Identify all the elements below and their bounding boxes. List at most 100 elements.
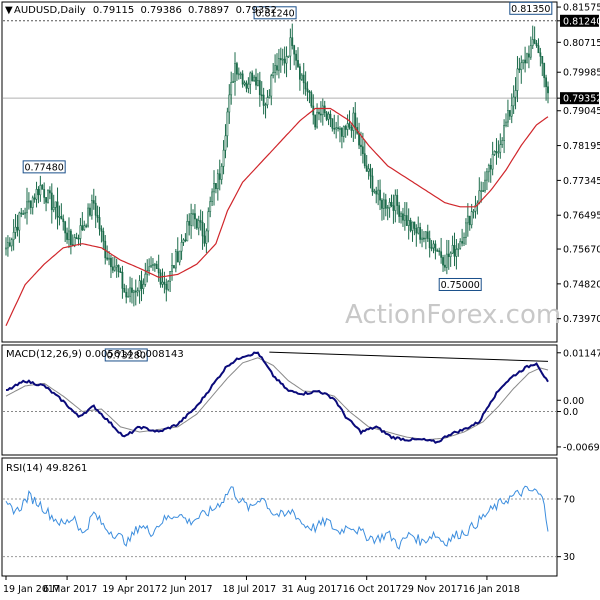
candle-body — [134, 290, 137, 293]
candle-body — [251, 72, 254, 81]
candle-body — [136, 290, 139, 293]
candle-body — [140, 280, 143, 289]
candle-body — [335, 127, 338, 130]
candle-body — [213, 183, 215, 193]
ohlc-open: 0.79115 — [93, 5, 134, 16]
candle-body — [157, 268, 160, 274]
candle-body — [512, 96, 515, 107]
candle-body — [132, 290, 135, 293]
candle-body — [194, 213, 196, 220]
macd-label: MACD(12,26,9) 0.005614 0.008143 — [6, 349, 184, 360]
candle-body — [514, 90, 517, 98]
candle-body — [411, 221, 414, 231]
candle-body — [79, 225, 82, 239]
candle-body — [279, 58, 282, 61]
candle-body — [205, 230, 208, 244]
rsi-line — [5, 485, 549, 550]
macd-panel — [1, 344, 558, 456]
candle-body — [516, 68, 519, 91]
candle-body — [531, 39, 534, 46]
candle-body — [100, 228, 103, 232]
candle-body — [268, 95, 271, 98]
candle-body — [274, 65, 276, 73]
date-axis-label: 29 Nov 2017 — [402, 584, 463, 595]
candle-body — [369, 168, 372, 177]
candle-body — [31, 197, 34, 208]
candle-body — [220, 165, 223, 180]
candle-body — [340, 128, 343, 137]
candle-body — [8, 242, 11, 247]
candle-body — [415, 228, 418, 234]
candle-body — [257, 80, 259, 86]
candle-body — [33, 197, 36, 200]
candle-body — [382, 199, 385, 209]
candle-body — [165, 283, 168, 290]
candle-body — [7, 242, 9, 249]
candle-body — [497, 151, 500, 154]
candle-body — [528, 53, 530, 58]
price-annotation-label: 0.73280 — [107, 350, 146, 361]
candle-body — [270, 75, 273, 97]
candle-body — [453, 245, 456, 257]
candle-body — [417, 227, 420, 234]
candle-body — [520, 62, 523, 70]
candle-body — [289, 37, 292, 57]
candle-body — [237, 73, 240, 76]
candle-body — [487, 165, 490, 173]
candle-body — [358, 133, 360, 146]
candle-body — [45, 197, 47, 203]
candle-body — [209, 201, 212, 212]
candle-body — [184, 239, 187, 242]
candle-body — [188, 221, 191, 226]
candle-body — [430, 247, 433, 250]
price-axis-label: 0.79352 — [563, 94, 600, 105]
candle-body — [424, 231, 427, 239]
candle-body — [386, 207, 389, 209]
candle-body — [440, 251, 443, 258]
candle-body — [398, 205, 401, 217]
candle-body — [56, 201, 59, 218]
candle-body — [115, 265, 118, 268]
candle-body — [436, 250, 439, 252]
price-annotation-box — [104, 348, 148, 362]
candle-body — [354, 112, 357, 128]
date-axis-label: 16 Oct 2017 — [343, 584, 402, 595]
rsi-label: RSI(14) 49.8261 — [6, 463, 87, 474]
price-highlight-box — [560, 14, 599, 27]
candle-body — [526, 53, 528, 64]
collapse-arrow-icon[interactable]: ▼ — [5, 5, 13, 16]
candle-body — [43, 189, 46, 198]
price-axis-label: 0.81575 — [563, 3, 600, 14]
candle-body — [64, 221, 67, 234]
candle-body — [329, 113, 332, 119]
candle-body — [113, 266, 116, 271]
candle-body — [152, 264, 154, 266]
candle-body — [455, 249, 458, 257]
candle-body — [148, 266, 151, 271]
candle-body — [304, 82, 307, 90]
candle-body — [302, 74, 305, 84]
candle-body — [447, 253, 450, 258]
rsi-layer — [3, 485, 556, 558]
candle-body — [83, 225, 86, 231]
candle-body — [26, 201, 28, 214]
date-axis-label: 16 Jan 2018 — [463, 584, 520, 595]
candle-body — [119, 271, 122, 273]
candle-body — [77, 237, 80, 240]
svg-text:AUDUSD,Daily 0.79115 0: AUDUSD,Daily 0.79115 0.79386 0.78897 0.7… — [14, 5, 277, 16]
price-annotation-box — [509, 1, 553, 15]
macd-axis: 0.011471 0.000.0 -0.006913 — [557, 348, 600, 453]
candle-body — [405, 215, 408, 226]
candle-body — [524, 59, 526, 64]
candle-body — [110, 257, 112, 268]
candle-body — [337, 127, 339, 130]
candle-body — [94, 202, 97, 216]
candle-body — [35, 188, 38, 200]
candle-body — [499, 144, 502, 153]
candle-body — [507, 110, 509, 123]
candle-body — [102, 230, 105, 242]
symbol-label: AUDUSD — [14, 5, 58, 16]
price-axis-label: 0.80715 — [563, 38, 600, 49]
candle-body — [533, 39, 536, 44]
rsi-axis: 70 30 — [557, 494, 575, 563]
